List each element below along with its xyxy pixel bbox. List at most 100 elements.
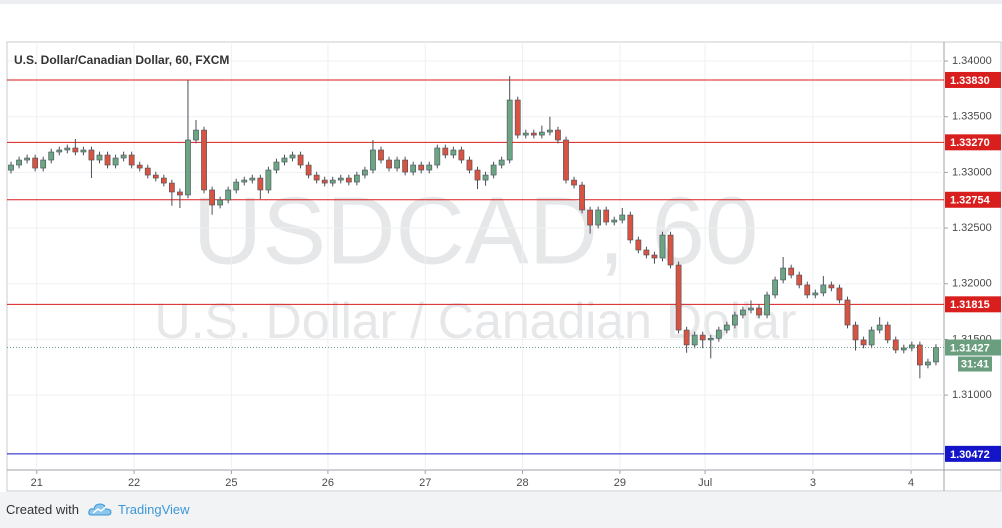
candle-body: [410, 164, 417, 173]
candle-body: [466, 159, 473, 171]
candle-body: [796, 274, 803, 286]
candle-body: [337, 177, 344, 181]
brand-logo[interactable]: [88, 501, 112, 517]
candle-body: [723, 324, 730, 331]
candle-body: [635, 239, 642, 251]
candle-body: [748, 307, 754, 311]
candle-body: [619, 214, 626, 221]
candle-body: [756, 307, 762, 316]
candle-body: [603, 209, 610, 223]
candle-body: [715, 329, 722, 339]
candle-body: [418, 164, 425, 171]
candle-body: [450, 149, 457, 156]
price-line-label: 1.30472: [950, 449, 990, 461]
watermark-symbol: USDCAD, 60: [193, 177, 759, 284]
candle-body: [699, 334, 706, 341]
price-line-label-box: [945, 445, 1001, 462]
candle-body: [836, 287, 843, 301]
candle-body: [788, 267, 795, 276]
price-line-label-box: [945, 71, 1001, 88]
candle-body: [538, 131, 545, 136]
candle-body: [627, 214, 634, 241]
candle-body: [490, 164, 497, 176]
candle-body: [740, 309, 746, 316]
candle-body: [498, 159, 505, 166]
x-tick-label: 22: [128, 477, 140, 489]
candle-body: [249, 177, 256, 181]
x-tick-label: 27: [419, 477, 431, 489]
candle-body: [933, 347, 939, 363]
countdown-box: [958, 356, 992, 372]
candle-body: [362, 169, 368, 176]
candle-body: [185, 139, 191, 196]
brand-link[interactable]: TradingView: [118, 502, 190, 517]
candle-body: [587, 209, 593, 226]
x-tick-label: 26: [322, 477, 334, 489]
candle-body: [683, 329, 690, 346]
created-with: Created with: [6, 502, 79, 517]
candle-body: [24, 157, 30, 161]
candle-body: [434, 147, 441, 166]
x-tick-label: 3: [810, 477, 816, 489]
candle-body: [378, 149, 384, 161]
x-tick-label: 29: [614, 477, 626, 489]
chart: USDCAD, 60 U.S. Dollar / Canadian Dollar 1…: [6, 41, 1002, 492]
candle-body: [555, 129, 561, 141]
candle-body: [595, 209, 602, 226]
candle-body: [394, 159, 400, 169]
candle-body: [305, 164, 312, 176]
candle-body: [925, 361, 931, 366]
candle-body: [80, 149, 87, 153]
candle-body: [514, 99, 521, 136]
candle-body: [916, 344, 923, 366]
x-tick-label: Jul: [698, 477, 712, 489]
y-tick-label: 1.31000: [952, 389, 992, 401]
x-tick-label: 28: [516, 477, 528, 489]
y-tick-label: 1.33000: [952, 166, 992, 178]
candle-body: [442, 147, 449, 156]
price-line-label-box: [945, 296, 1001, 313]
candle-body: [900, 347, 907, 351]
candle-body: [257, 177, 264, 191]
candle-body: [691, 334, 698, 346]
footer: Created with TradingView: [0, 492, 1002, 528]
candle-body: [876, 324, 883, 331]
candle-body: [764, 294, 770, 316]
watermark-description: U.S. Dollar / Canadian Dollar: [155, 293, 797, 349]
candle-body: [667, 234, 674, 266]
candle-body: [370, 149, 376, 171]
candle-body: [329, 179, 336, 184]
candle-body: [64, 147, 71, 151]
candle-body: [884, 324, 891, 341]
candle-body: [72, 147, 79, 153]
price-line-label-box: [945, 191, 1001, 208]
candle-body: [112, 157, 119, 166]
candle-body: [474, 169, 481, 181]
candle-body: [128, 154, 135, 166]
candle-body: [892, 339, 899, 351]
candle-body: [120, 154, 127, 159]
candle-body: [56, 149, 63, 153]
candle-body: [643, 249, 650, 256]
candle-body: [321, 179, 328, 184]
candle-body: [233, 181, 240, 191]
candle-body: [804, 284, 811, 296]
candle-body: [353, 174, 360, 183]
candle-body: [201, 129, 207, 191]
candle-body: [563, 139, 569, 181]
candle-body: [530, 132, 537, 136]
candle-body: [144, 167, 151, 176]
candle-body: [177, 191, 183, 196]
candle-body: [217, 199, 224, 206]
candle-body: [651, 254, 658, 259]
candle-body: [289, 154, 296, 159]
candle-body: [611, 219, 618, 223]
candle-body: [780, 267, 787, 281]
candle-body: [402, 159, 408, 173]
candle-body: [273, 161, 280, 171]
x-tick-label: 21: [31, 477, 43, 489]
candle-body: [40, 159, 47, 169]
candle-body: [88, 149, 95, 161]
candle-body: [852, 324, 859, 341]
